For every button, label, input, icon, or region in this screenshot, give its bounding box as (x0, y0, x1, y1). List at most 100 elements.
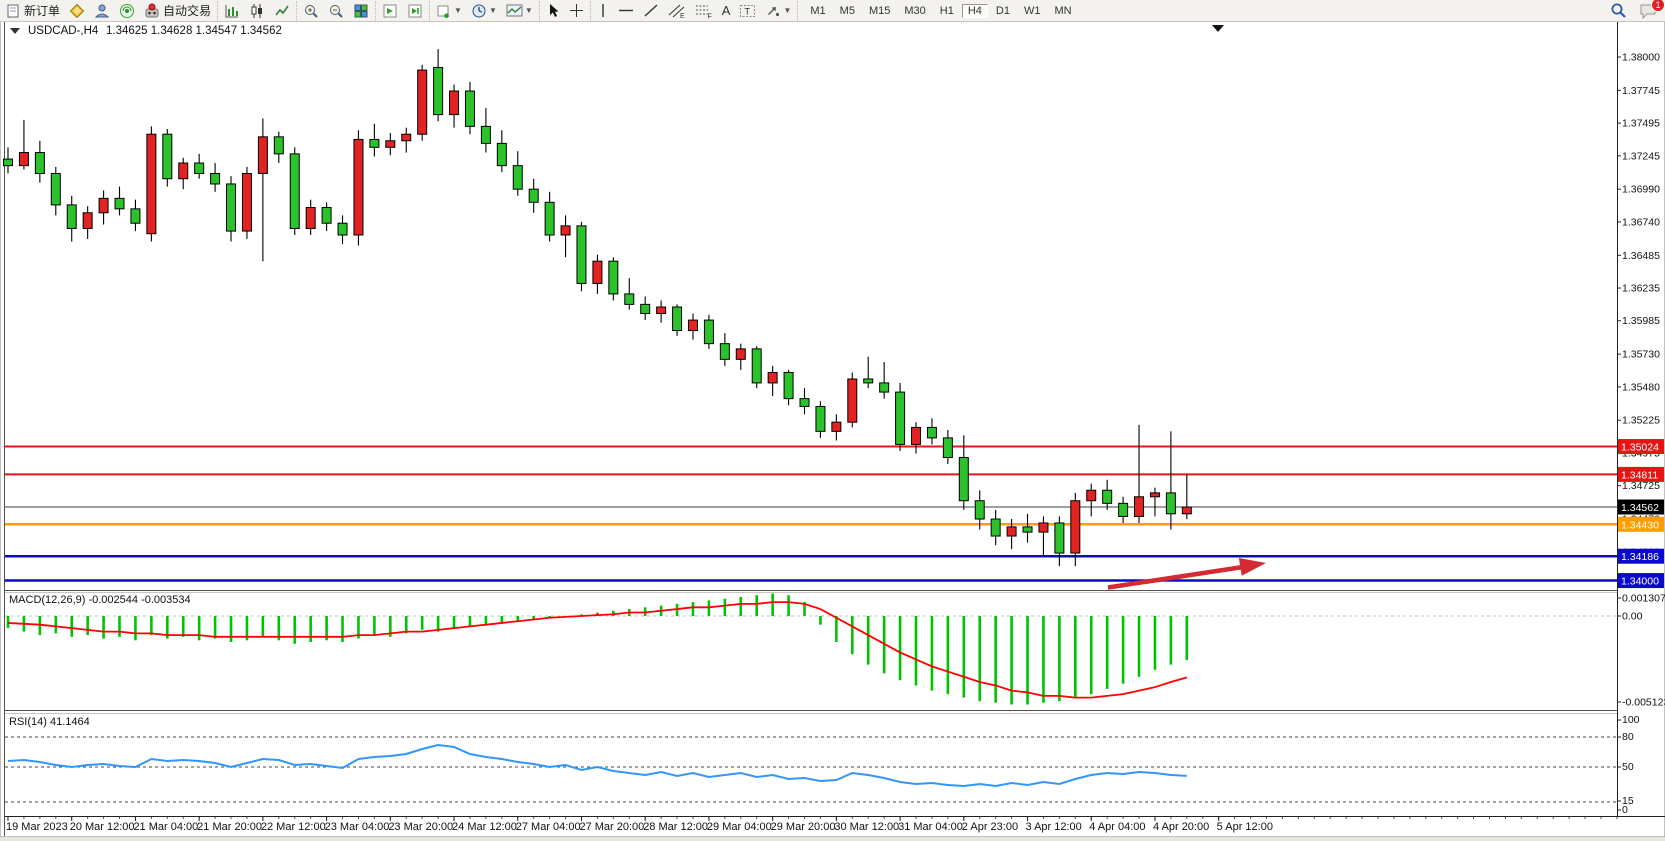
candle-body (528, 188, 539, 203)
crosshair-icon (569, 4, 583, 17)
right-shift-marker[interactable] (1212, 25, 1224, 32)
zoom-in-button[interactable] (301, 2, 321, 20)
candle-body (831, 421, 842, 432)
price-tick-label: 1.34725 (1622, 480, 1660, 492)
candle-body (512, 165, 523, 190)
line-chart-icon (275, 5, 289, 15)
horizontal-line-icon (618, 9, 633, 12)
macd-tick-label: 0.001307 (1622, 593, 1665, 605)
new-order-button[interactable]: 新订单 (4, 1, 62, 20)
gold-tag-button[interactable] (67, 2, 87, 20)
template-button[interactable]: ▼ (504, 2, 535, 19)
trend-arrow-annotation[interactable] (1107, 558, 1266, 590)
candle-body (735, 348, 746, 360)
price-tick-label: 1.37495 (1622, 118, 1660, 130)
main-toolbar: 新订单 自动交易 (0, 0, 1665, 22)
auto-trading-label: 自动交易 (163, 4, 212, 18)
crosshair-tool-button[interactable] (567, 2, 586, 19)
symbol-dropdown-button[interactable] (10, 28, 20, 34)
fibonacci-letter: F (707, 13, 711, 19)
auto-trading-button[interactable]: 自动交易 (142, 1, 213, 20)
candle-body (3, 158, 13, 167)
step-forward-button[interactable] (405, 2, 425, 20)
timeframe-M15[interactable]: M15 (868, 4, 891, 17)
time-label: 22 Mar 12:00 (261, 821, 326, 833)
time-label: 27 Mar 20:00 (579, 821, 644, 833)
signals-button[interactable] (117, 2, 137, 20)
chart-title: USDCAD-,H4 (28, 25, 99, 37)
cursor-icon (549, 4, 559, 17)
horizontal-lines[interactable] (5, 445, 1617, 582)
candle-body (464, 90, 475, 127)
time-label: 24 Mar 12:00 (452, 821, 517, 833)
search-button[interactable] (1608, 1, 1629, 20)
price-tag (1618, 573, 1664, 589)
template-caret[interactable]: ▼ (524, 6, 533, 15)
price-tag (1618, 516, 1664, 532)
trend-arrow-head (1238, 558, 1266, 576)
signal-icon (120, 3, 135, 18)
clock-icon (472, 4, 486, 17)
candle-body (544, 201, 555, 236)
step-forward-icon (408, 4, 422, 17)
cursor-tool-button[interactable] (544, 2, 562, 19)
horizontal-line-tool[interactable] (616, 2, 636, 19)
candle-body (98, 197, 109, 214)
macd-tick-label: 0.00 (1622, 611, 1643, 623)
candle-body (1022, 526, 1033, 533)
timeframe-M1[interactable]: M1 (810, 4, 826, 17)
macd-signal-line (7, 601, 1188, 699)
line-chart-mode-button[interactable] (272, 2, 292, 20)
text-label-tool[interactable]: T (737, 2, 758, 20)
add-indicator-button[interactable]: ▼ (434, 2, 464, 20)
arrows-tool[interactable]: ▼ (763, 2, 793, 19)
channel-icon: E (668, 4, 685, 19)
price-tick-label: 1.35225 (1622, 415, 1660, 427)
tester-play-icon (383, 4, 397, 17)
candle-body (895, 391, 906, 445)
strategy-tester-button[interactable] (380, 2, 400, 20)
time-label: 20 Mar 12:00 (70, 821, 135, 833)
trend-arrow-shaft (1107, 564, 1244, 590)
candle-body (480, 125, 491, 144)
time-label: 29 Mar 20:00 (771, 821, 836, 833)
candle-body (353, 138, 364, 236)
vertical-line-tool[interactable] (595, 2, 611, 19)
macd-label: MACD(12,26,9) -0.002544 -0.003534 (9, 594, 191, 606)
window-bottom-strip (0, 837, 1665, 841)
notifications-button[interactable]: 1 (1637, 0, 1665, 20)
timeframe-M30[interactable]: M30 (904, 4, 926, 17)
timeframe-D1[interactable]: D1 (995, 4, 1010, 17)
timeframe-bar: M1 M5 M15 M30 H1 H4 D1 W1 MN (804, 3, 1077, 18)
price-tick-label: 1.36485 (1622, 250, 1660, 262)
equidistant-channel-tool[interactable]: E (666, 2, 688, 20)
timeframe-H4[interactable]: H4 (961, 3, 988, 18)
rsi-tick-label: 0 (1622, 804, 1628, 816)
trendline-tool[interactable] (641, 2, 661, 19)
candle-body (1118, 502, 1129, 517)
time-label: 27 Mar 04:00 (516, 821, 581, 833)
tile-windows-button[interactable] (351, 2, 371, 20)
period-button[interactable]: ▼ (469, 2, 499, 20)
timeframe-M5[interactable]: M5 (839, 4, 855, 17)
candlestick-mode-button[interactable] (247, 2, 267, 20)
candle-body (1134, 496, 1145, 517)
fibonacci-tool[interactable]: F (693, 2, 715, 20)
timeframe-H1[interactable]: H1 (939, 4, 954, 17)
price-tag-label: 1.34562 (1621, 502, 1659, 514)
arrows-caret[interactable]: ▼ (783, 6, 792, 15)
bar-chart-mode-button[interactable] (222, 2, 242, 20)
candle-body (162, 133, 173, 180)
time-label: 2 Apr 23:00 (962, 821, 1018, 833)
price-axis: 1.38000 1.37745 1.37495 1.37245 1.36990 1.367… (1617, 52, 1660, 591)
timeframe-MN[interactable]: MN (1054, 4, 1072, 17)
profile-button[interactable] (92, 2, 112, 20)
period-caret[interactable]: ▼ (488, 6, 497, 15)
add-indicator-caret[interactable]: ▼ (454, 6, 462, 15)
zoom-out-button[interactable] (326, 2, 346, 20)
candle-body (719, 343, 730, 360)
time-label: 21 Mar 04:00 (133, 821, 198, 833)
text-tool[interactable]: A (720, 2, 733, 19)
timeframe-W1[interactable]: W1 (1023, 4, 1041, 17)
